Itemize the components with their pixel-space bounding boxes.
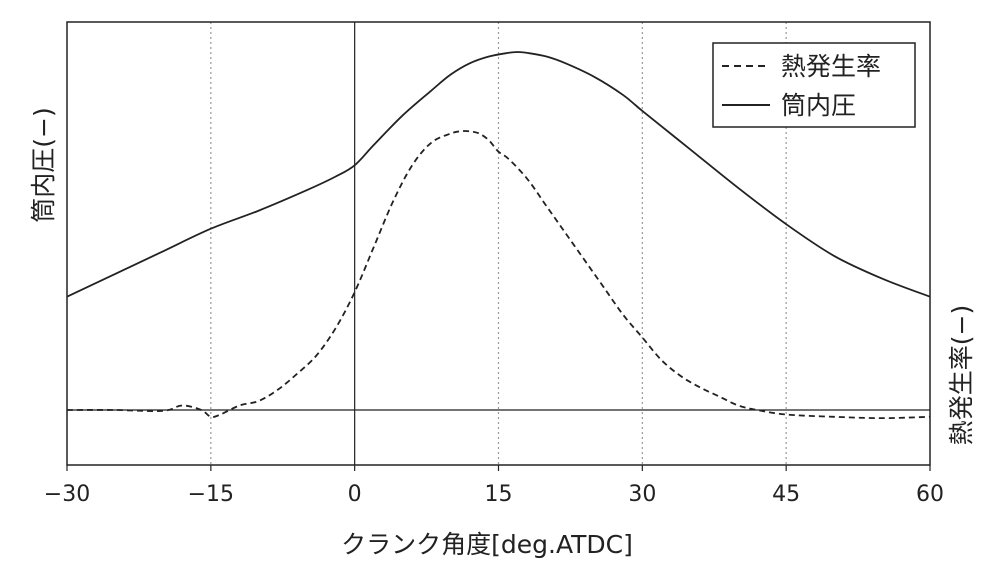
x-tick-label: −15 [188,482,234,507]
x-tick-label: 30 [628,482,656,507]
legend-label-heat-release: 熱発生率 [781,52,881,81]
legend-box [712,42,916,128]
x-tick-label: 15 [485,482,513,507]
x-tick-label: 45 [772,482,800,507]
x-tick-label: 60 [916,482,944,507]
x-axis-title: クランク角度[deg.ATDC] [341,530,633,559]
heat-release-line [66,130,931,420]
vertical-grid-lines [210,22,787,465]
x-tick-label: −30 [44,482,90,507]
cylinder-pressure-line [66,51,931,298]
series-group [66,51,931,420]
y-axis-title-right: 熱発生率(−) [947,305,976,445]
x-tick-label: 0 [348,482,362,507]
legend: 熱発生率 筒内圧 [712,42,916,128]
y-axis-title-left: 筒内圧(−) [29,107,58,222]
legend-label-cylinder-pressure: 筒内圧 [781,91,856,120]
x-tick-labels: −30 −15 0 15 30 45 60 [44,465,944,507]
